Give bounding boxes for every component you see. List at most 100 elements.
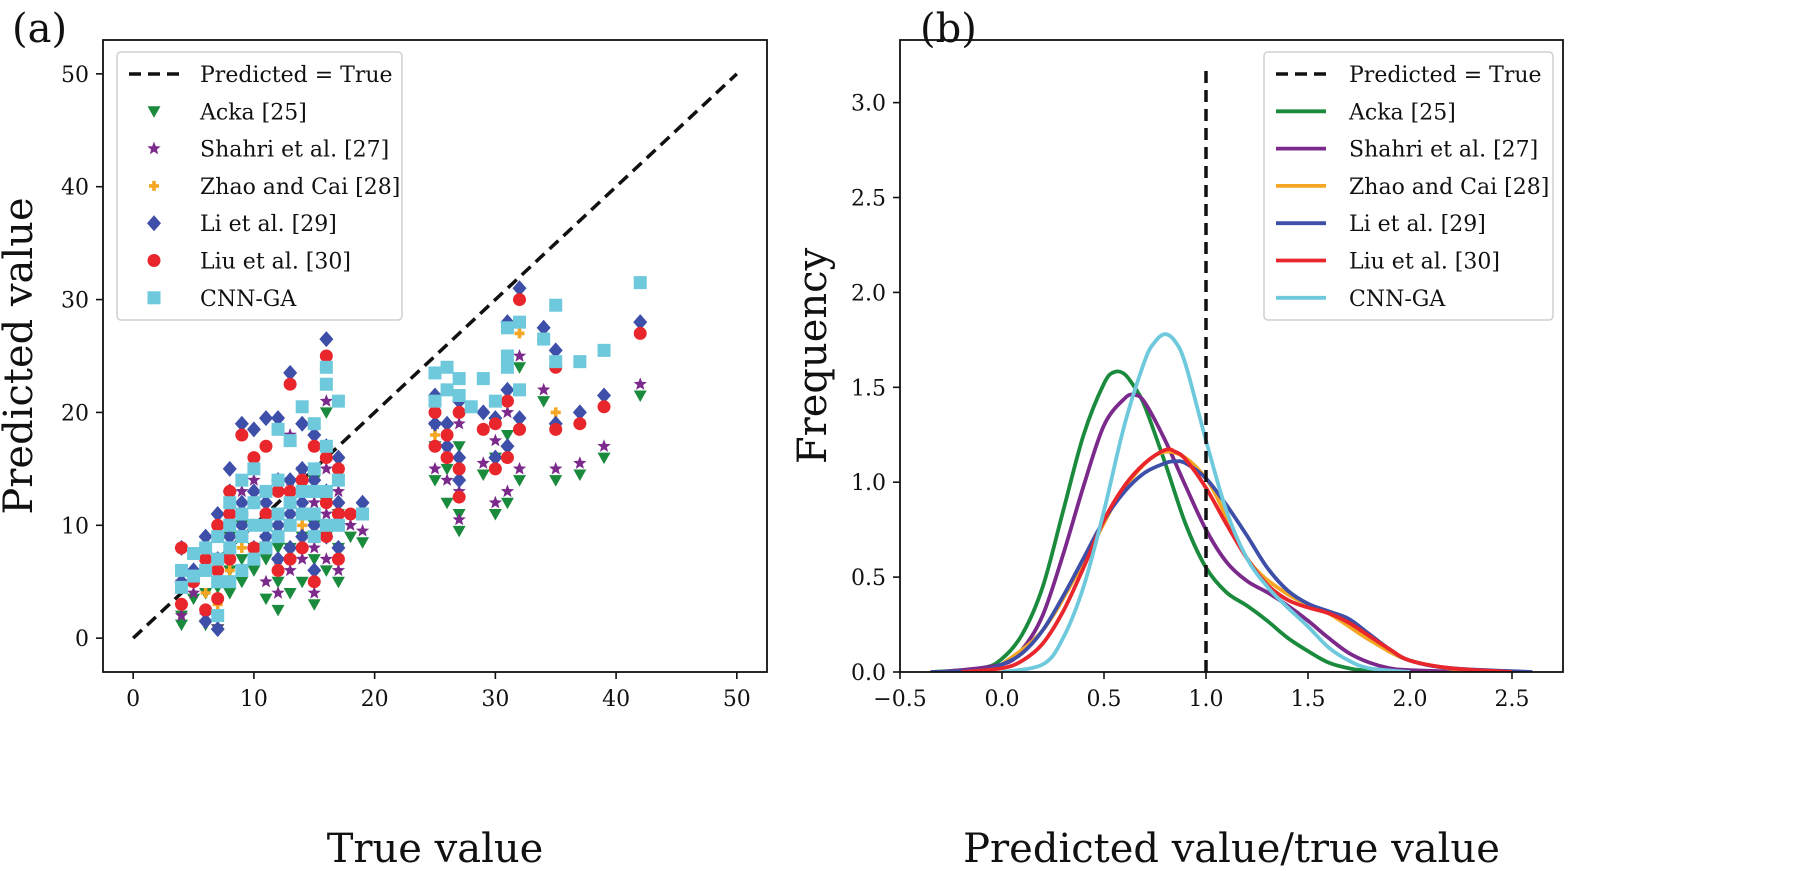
data-point [488, 417, 502, 431]
data-point [319, 507, 333, 520]
data-point [500, 438, 515, 455]
data-point [452, 449, 467, 466]
y-tick-label: 30 [61, 289, 89, 314]
data-point [500, 394, 514, 408]
data-point [199, 552, 213, 566]
series-cnn [174, 276, 647, 623]
data-point [271, 563, 285, 577]
data-point [259, 541, 273, 555]
data-point [295, 473, 309, 487]
data-point [331, 484, 346, 498]
data-point [331, 473, 345, 487]
legend-swatch [147, 291, 161, 305]
data-point [259, 507, 273, 521]
data-point [247, 552, 261, 566]
data-point [211, 575, 225, 589]
y-tick-label: 10 [61, 514, 89, 539]
data-point [174, 619, 188, 632]
data-point [428, 405, 442, 419]
data-point [512, 349, 527, 362]
data-point [258, 410, 273, 427]
series-acka [174, 362, 647, 636]
data-point [319, 349, 333, 363]
data-point [271, 484, 285, 498]
data-point [198, 613, 213, 630]
data-point [307, 540, 321, 554]
y-axis-label: Predicted value [0, 197, 42, 514]
legend-swatch [149, 180, 159, 191]
data-point [572, 404, 587, 421]
data-point [211, 530, 225, 544]
data-point [476, 372, 490, 386]
legend-label: Predicted = True [200, 63, 393, 88]
legend-item: Liu et al. [30] [1276, 250, 1500, 275]
series-shahri [174, 349, 647, 633]
data-point [548, 342, 563, 359]
data-point [500, 430, 514, 442]
data-point [235, 473, 249, 487]
legend-item: Zhao and Cai [28] [149, 175, 400, 200]
data-point [258, 494, 273, 511]
data-point [235, 507, 249, 521]
data-point [440, 438, 455, 455]
data-point [452, 389, 466, 402]
data-point [174, 597, 188, 611]
y-tick-label: 0 [75, 627, 89, 652]
x-tick-label: 2.5 [1495, 687, 1530, 712]
panel-a-label: (a) [12, 6, 67, 52]
data-point [440, 473, 454, 486]
data-point [319, 360, 333, 374]
data-point [573, 417, 587, 431]
x-tick-label: 1.0 [1189, 687, 1224, 712]
data-point [247, 518, 261, 532]
data-point [452, 405, 466, 419]
x-axis-label: True value [327, 826, 544, 872]
data-point [549, 355, 563, 369]
y-tick-label: 0.5 [851, 566, 886, 591]
legend-label: Acka [25] [199, 100, 307, 125]
legend-label: Zhao and Cai [28] [1349, 175, 1549, 200]
data-point [440, 383, 454, 397]
data-point [271, 586, 285, 599]
data-point [271, 507, 285, 521]
data-point [331, 494, 346, 511]
x-tick-label: −0.5 [873, 687, 926, 712]
data-point [174, 608, 189, 622]
axes-frame [102, 39, 768, 673]
data-point [234, 415, 249, 432]
data-point [234, 494, 249, 511]
data-point [307, 562, 322, 579]
data-point [513, 362, 527, 374]
legend-label: CNN-GA [1349, 287, 1446, 312]
data-point [428, 394, 442, 408]
x-axis-label: Predicted value/true value [963, 826, 1500, 872]
y-axis-label: Frequency [790, 247, 836, 464]
data-point [271, 422, 285, 436]
data-point [198, 528, 213, 545]
data-point [283, 506, 298, 522]
legend-item: Liu et al. [30] [147, 250, 351, 275]
data-point [430, 430, 440, 440]
data-point [597, 439, 611, 452]
data-point [597, 387, 612, 404]
data-point [247, 565, 261, 577]
data-point [283, 539, 298, 556]
data-point [319, 484, 333, 498]
data-point [549, 422, 563, 436]
data-point [307, 586, 321, 599]
data-point [476, 456, 490, 469]
data-point [633, 390, 647, 402]
y-tick-label: 3.0 [851, 92, 886, 117]
data-point [223, 588, 237, 600]
data-point [452, 416, 466, 430]
data-point [259, 574, 273, 588]
data-point [537, 332, 551, 346]
data-point [488, 495, 502, 509]
data-point [211, 552, 225, 566]
data-point [307, 427, 322, 443]
data-point [488, 433, 502, 447]
data-point [573, 469, 587, 481]
y-tick-label: 1.0 [851, 471, 886, 496]
data-point [500, 360, 514, 374]
